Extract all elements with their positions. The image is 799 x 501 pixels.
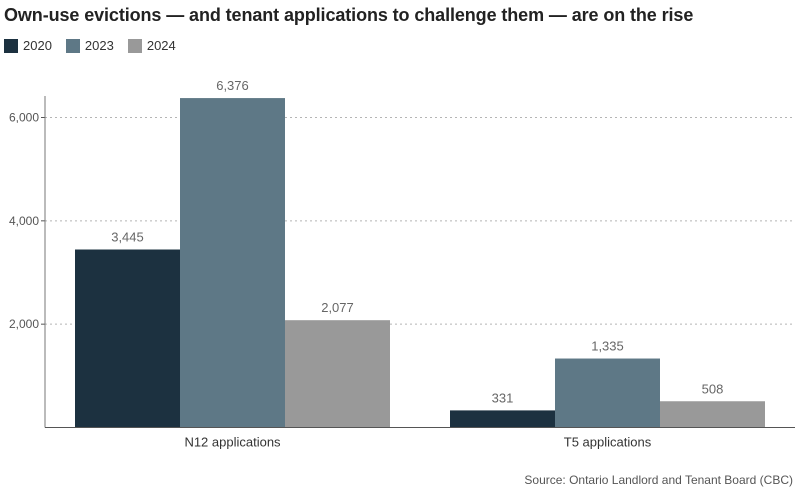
legend: 2020 2023 2024 — [4, 38, 176, 53]
legend-swatch-2020 — [4, 38, 18, 53]
bar-2024-t5 — [660, 401, 765, 428]
legend-swatch-2024 — [127, 38, 142, 53]
legend-item-2020: 2020 — [4, 38, 52, 53]
bar-2020-n12 — [75, 249, 180, 428]
x-tick-label: T5 applications — [564, 435, 652, 450]
legend-label-2023: 2023 — [84, 38, 114, 53]
data-label: 3,445 — [111, 230, 144, 245]
bar-2023-n12 — [180, 98, 285, 428]
chart-title: Own-use evictions — and tenant applicati… — [4, 5, 694, 25]
legend-label-2024: 2024 — [146, 38, 176, 53]
data-label: 331 — [492, 390, 514, 405]
bar-2024-n12 — [285, 320, 390, 428]
legend-item-2024: 2024 — [127, 38, 176, 53]
source-note: Source: Ontario Landlord and Tenant Boar… — [524, 473, 793, 487]
data-label: 1,335 — [591, 339, 624, 354]
y-tick-label: 6,000 — [9, 111, 39, 125]
legend-swatch-2023 — [65, 38, 80, 53]
legend-label-2020: 2020 — [23, 38, 52, 53]
data-label: 2,077 — [321, 300, 354, 315]
y-tick-label: 4,000 — [9, 214, 39, 228]
y-tick-label: 2,000 — [9, 317, 39, 331]
x-tick-label: N12 applications — [184, 435, 281, 450]
data-label: 508 — [702, 381, 724, 396]
data-label: 6,376 — [216, 78, 249, 93]
bar-2023-t5 — [555, 358, 660, 428]
legend-item-2023: 2023 — [65, 38, 114, 53]
bar-2020-t5 — [450, 410, 555, 428]
